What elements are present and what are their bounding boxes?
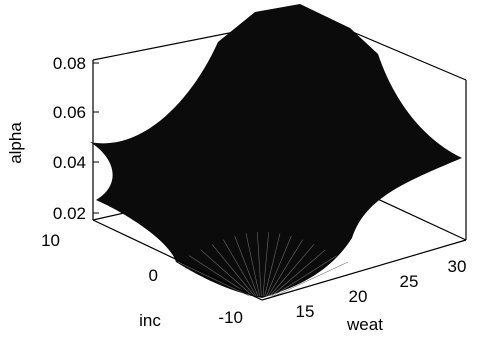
box-edge [92, 219, 263, 301]
surface-mesh [90, 4, 462, 298]
z-axis: 0.08 0.06 0.04 0.02 alpha [6, 54, 99, 223]
surface-mesh-lines [177, 232, 349, 297]
box-edge [261, 239, 467, 301]
mesh-line [262, 232, 269, 297]
mesh-line [257, 232, 262, 297]
mesh-line [177, 261, 250, 297]
mesh-line [274, 261, 349, 297]
mesh-line [269, 244, 315, 297]
mesh-line [223, 239, 257, 297]
x-axis-label: weat [346, 315, 383, 334]
z-tick-label: 0.08 [53, 54, 86, 73]
x-tick-label: 20 [349, 287, 368, 306]
z-tick-label: 0.04 [53, 153, 86, 172]
mesh-line [189, 255, 252, 297]
mesh-line [234, 235, 259, 297]
mesh-line [273, 255, 337, 297]
mesh-line [211, 244, 255, 297]
plot-box-front [92, 219, 467, 301]
y-tick-label: 0 [149, 266, 158, 285]
mesh-line [266, 235, 292, 297]
y-tick-label: 10 [41, 231, 60, 250]
z-tick-label: 0.02 [53, 204, 86, 223]
y-tick-label: -10 [218, 308, 243, 327]
mesh-line [264, 233, 281, 297]
z-tick-label: 0.06 [53, 103, 86, 122]
x-tick-label: 30 [448, 257, 467, 276]
y-axis: 10 0 -10 inc [41, 231, 243, 330]
x-tick-label: 15 [296, 302, 315, 321]
mesh-line [271, 249, 326, 297]
mesh-line [200, 249, 253, 297]
surface [90, 4, 462, 298]
x-tick-label: 25 [400, 272, 419, 291]
y-axis-label: inc [139, 311, 161, 330]
mesh-line [245, 233, 260, 297]
z-axis-label: alpha [6, 122, 25, 164]
mesh-line [267, 239, 303, 297]
x-axis: 15 20 25 30 weat [296, 257, 467, 334]
